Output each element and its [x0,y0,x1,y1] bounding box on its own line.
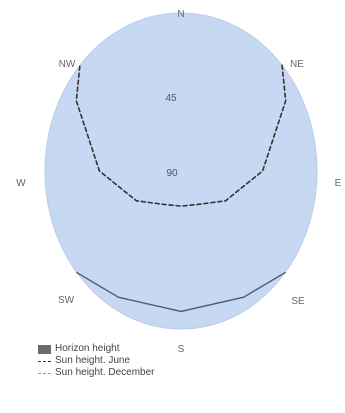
compass-s: S [178,344,185,355]
chart-legend: Horizon height Sun height. June Sun heig… [38,343,318,379]
compass-sw: SW [58,295,75,306]
legend-label-horizon: Horizon height [55,343,120,354]
compass-nw: NW [59,59,76,70]
sun-path-june [75,64,287,207]
december-line-swatch [38,372,51,374]
horizon-height-swatch [38,344,51,354]
legend-item-december: Sun height. December [38,367,318,379]
ring-label-90: 90 [166,168,178,179]
compass-e: E [335,178,342,189]
sky-dome [44,12,318,330]
ring-label-45: 45 [165,93,177,104]
compass-se: SE [291,296,305,307]
legend-label-june: Sun height. June [55,355,131,366]
legend-item-june: Sun height. June [38,355,318,367]
compass-n: N [177,9,184,20]
compass-w: W [16,178,26,189]
compass-ne: NE [290,59,304,70]
legend-label-december: Sun height. December [55,367,155,378]
june-dashed-line-swatch [38,360,51,362]
legend-item-horizon: Horizon height [38,343,318,355]
sun-path-december [76,271,286,313]
